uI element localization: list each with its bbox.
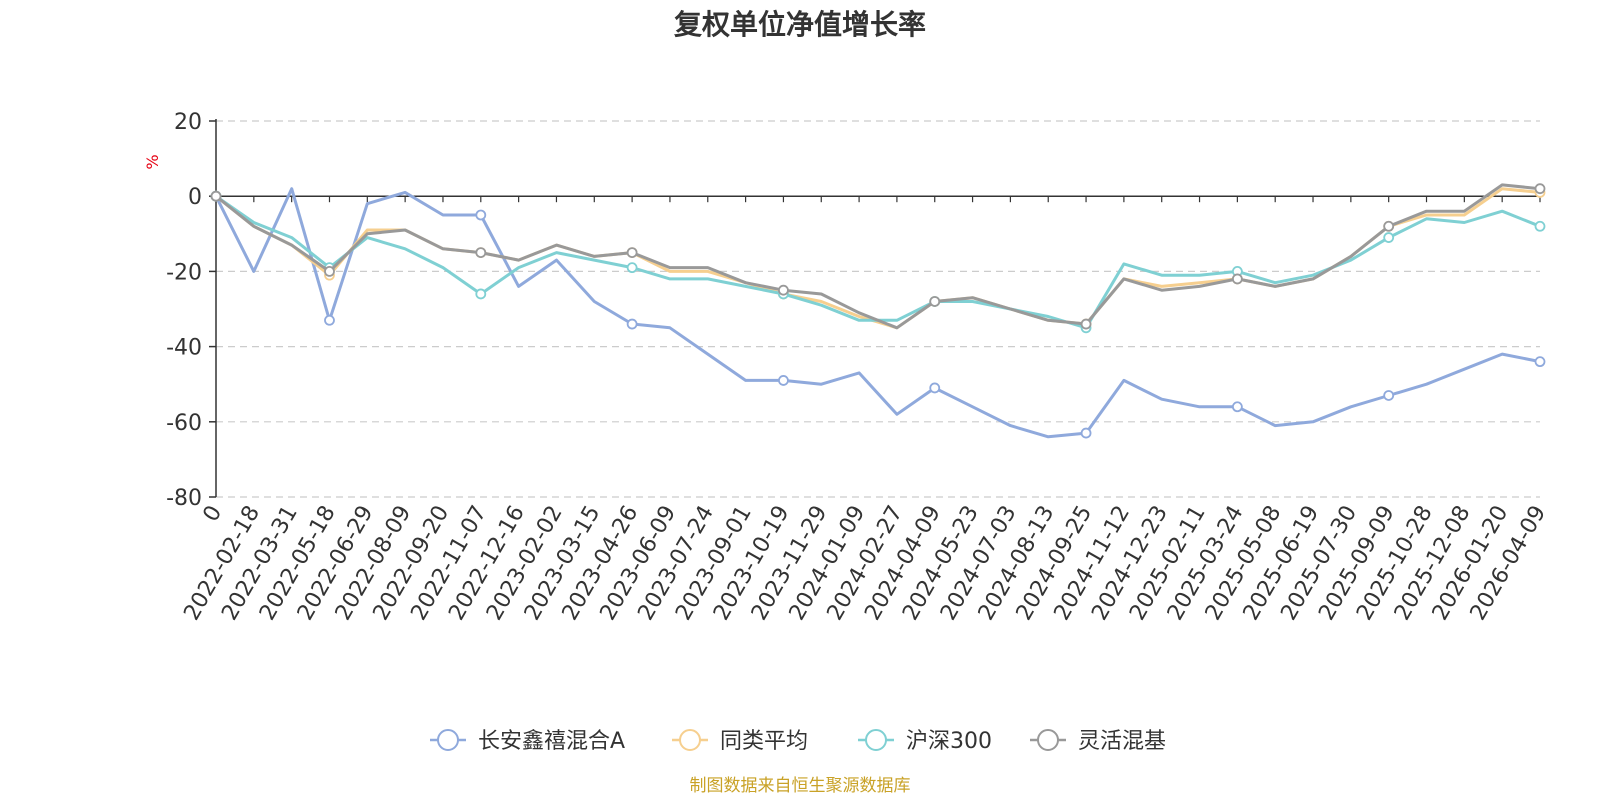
x-axis-ticks: 02022-02-182022-03-312022-05-182022-06-2… xyxy=(179,196,1551,625)
legend-item[interactable]: 长安鑫禧混合A xyxy=(430,729,625,754)
legend-label: 同类平均 xyxy=(720,729,808,754)
y-tick-label: -40 xyxy=(166,336,202,361)
series-lines xyxy=(210,183,1546,439)
series-line xyxy=(214,187,1541,439)
legend-label: 灵活混基 xyxy=(1078,729,1166,754)
data-point xyxy=(778,375,789,386)
series-2 xyxy=(210,190,1546,334)
series-1 xyxy=(210,187,1546,330)
legend-swatch-marker xyxy=(679,729,701,751)
source-note: 制图数据来自恒生聚源数据库 xyxy=(690,776,911,796)
data-point xyxy=(475,247,487,259)
legend-swatch-marker xyxy=(865,729,887,751)
data-point xyxy=(1231,273,1243,285)
chart-title: 复权单位净值增长率 xyxy=(674,8,926,41)
data-point xyxy=(778,284,789,296)
x-tick-label: 0 xyxy=(199,502,228,527)
series-3 xyxy=(210,183,1546,330)
legend-item[interactable]: 同类平均 xyxy=(672,729,808,754)
data-point xyxy=(475,209,487,221)
data-point xyxy=(626,262,638,274)
data-point xyxy=(210,190,222,202)
legend-item[interactable]: 灵活混基 xyxy=(1030,729,1166,754)
data-point xyxy=(324,314,335,326)
legend: 长安鑫禧混合A 同类平均 沪深300 灵活混基 xyxy=(430,729,1166,754)
legend-swatch-marker xyxy=(437,729,459,751)
series-0 xyxy=(210,187,1546,439)
legend-item[interactable]: 沪深300 xyxy=(858,729,992,754)
legend-swatch-marker xyxy=(1037,729,1059,751)
data-point xyxy=(1383,390,1395,401)
data-point xyxy=(324,265,335,277)
y-tick-label: -80 xyxy=(166,486,202,511)
data-point xyxy=(1383,232,1395,243)
data-point xyxy=(1534,183,1546,195)
axes xyxy=(215,119,1540,497)
data-point xyxy=(1231,401,1243,413)
y-tick-label: 0 xyxy=(188,185,202,210)
data-point xyxy=(929,296,941,307)
y-tick-label: -20 xyxy=(166,260,202,285)
grid-lines xyxy=(216,120,1540,498)
data-point xyxy=(1534,356,1546,368)
data-point xyxy=(1080,318,1092,330)
data-point xyxy=(1383,220,1395,232)
y-axis-unit: % xyxy=(143,154,162,169)
legend-label: 长安鑫禧混合A xyxy=(478,729,625,754)
y-tick-label: 20 xyxy=(174,110,202,135)
data-point xyxy=(626,247,638,259)
data-point xyxy=(626,318,638,330)
series-line xyxy=(215,183,1541,330)
data-point xyxy=(475,288,487,300)
y-tick-label: -60 xyxy=(166,411,202,436)
data-point xyxy=(1080,427,1092,439)
data-point xyxy=(1534,220,1546,232)
y-axis-ticks: 20 0 -20 -40 -60 -80 xyxy=(166,110,216,511)
legend-label: 沪深300 xyxy=(906,729,992,754)
data-point xyxy=(929,382,941,394)
series-line xyxy=(215,187,1541,330)
